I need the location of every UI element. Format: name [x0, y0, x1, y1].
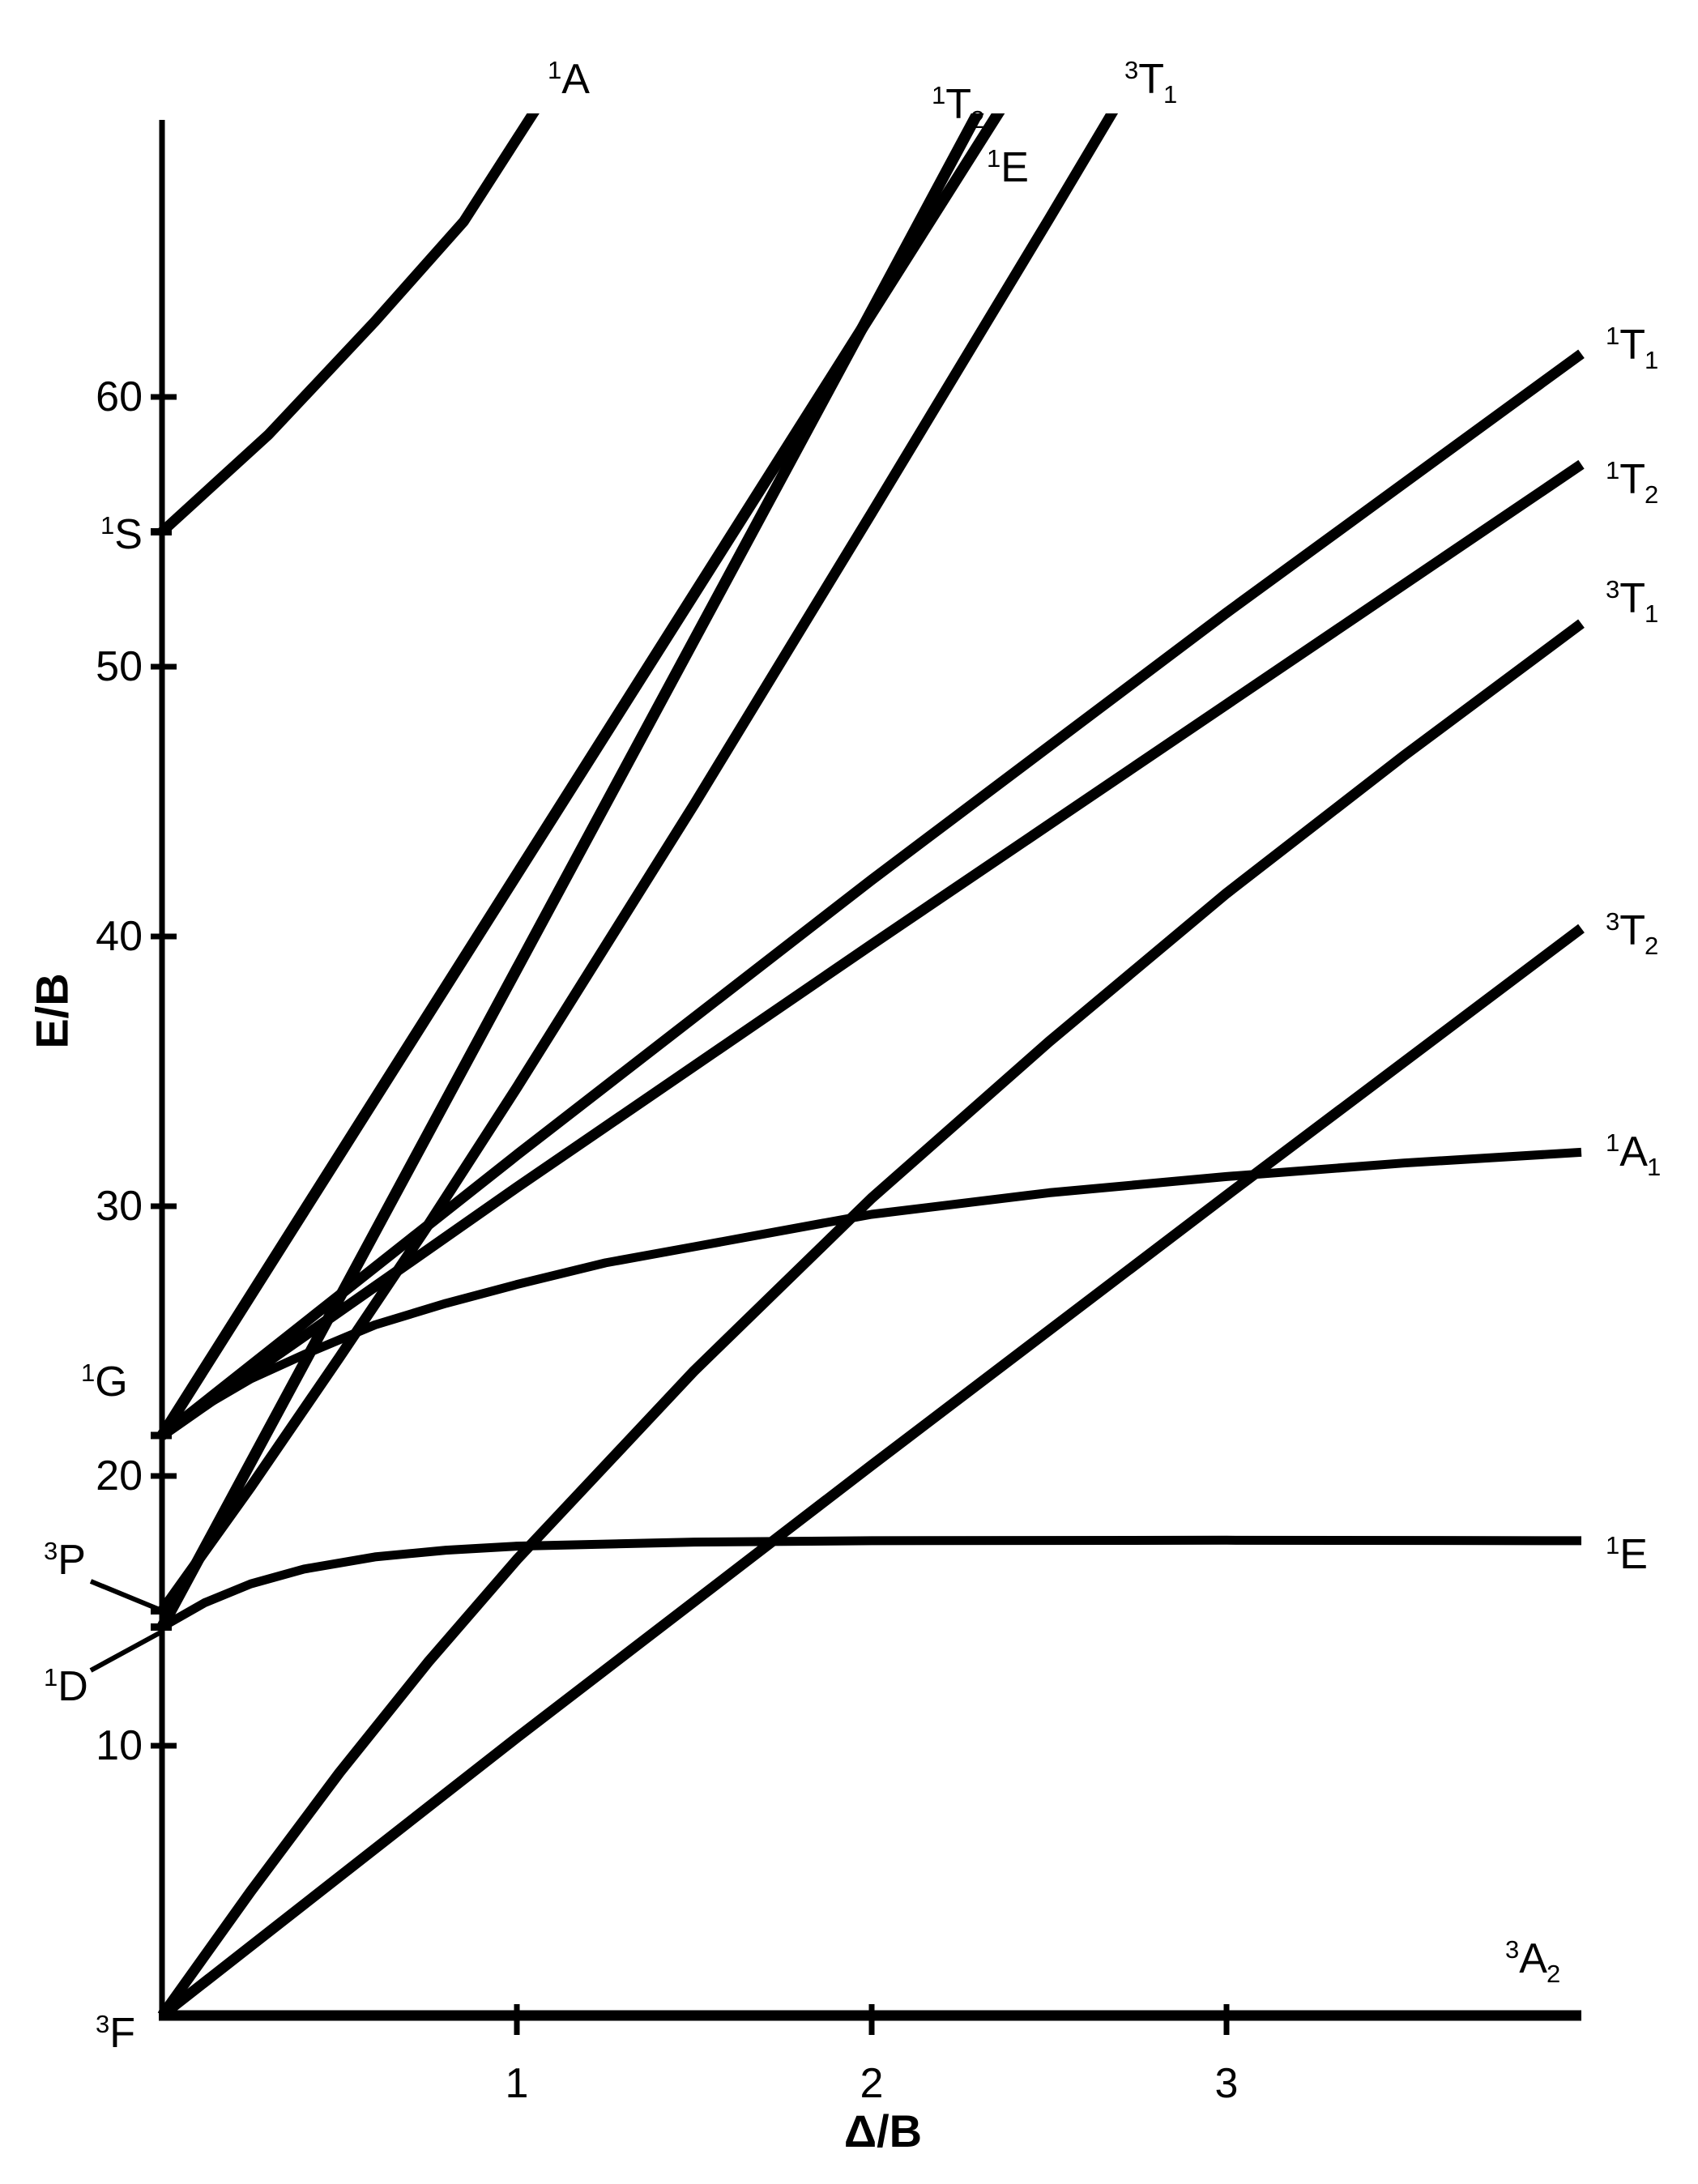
term-label-left-1S: 1S	[100, 511, 143, 558]
term-label-letter: T	[1138, 56, 1165, 103]
x-tick-label-2: 2	[860, 2060, 884, 2107]
curve-3T2	[158, 924, 1585, 2020]
term-label-top-3T1: 3T1	[1124, 56, 1177, 107]
term-label-sup: 1	[1606, 322, 1620, 350]
term-label-letter: A	[1519, 1935, 1547, 1982]
term-label-letter: G	[95, 1359, 128, 1406]
term-label-letter: T	[1619, 322, 1646, 369]
y-tick-label-10: 10	[96, 1722, 143, 1769]
term-label-sub: 1	[1645, 346, 1659, 374]
term-label-sup: 1	[44, 1663, 58, 1691]
term-label-sup: 1	[1606, 1531, 1620, 1559]
term-label-sup: 3	[1606, 907, 1620, 936]
term-label-letter: P	[58, 1537, 86, 1584]
curve-1E_D	[160, 1535, 1582, 1632]
term-label-sup: 3	[1124, 56, 1139, 84]
x-axis-title: Δ/B	[843, 2105, 923, 2156]
term-label-sup: 1	[1606, 456, 1620, 484]
term-label-sup: 1	[1606, 1128, 1620, 1157]
curve-1A1_S	[158, 113, 540, 536]
term-label-letter: A	[561, 56, 590, 103]
term-label-letter: T	[945, 81, 972, 128]
term-label-top-1T2: 1T2	[932, 81, 984, 132]
term-label-left-1G: 1G	[81, 1359, 128, 1406]
x-tick-label-1: 1	[505, 2060, 529, 2107]
term-label-top-1E: 1E	[987, 144, 1029, 191]
term-label-sup: 1	[548, 56, 562, 84]
term-label-letter: A	[1619, 1128, 1648, 1175]
term-label-sub: 2	[1546, 1960, 1561, 1988]
term-label-letter: E	[1619, 1531, 1648, 1578]
term-label-letter: T	[1619, 907, 1646, 954]
term-label-sup: 1	[81, 1359, 96, 1387]
term-label-letter: D	[58, 1663, 88, 1710]
term-label-sub: 2	[971, 105, 985, 134]
term-label-sup: 1	[100, 511, 115, 540]
y-tick-label-50: 50	[96, 643, 143, 690]
term-label-sup: 3	[1505, 1935, 1520, 1964]
term-label-sup: 1	[932, 81, 946, 109]
curve-3T1_F	[157, 619, 1585, 2019]
term-label-sup: 1	[987, 144, 1001, 173]
y-axis-title: E/B	[26, 973, 78, 1049]
term-label-left-3P: 3P	[44, 1537, 86, 1584]
term-label-top-1A: 1A	[548, 58, 590, 100]
y-tick-label-40: 40	[96, 913, 143, 960]
term-label-sub: 1	[1163, 80, 1178, 109]
curve-1E_G	[157, 113, 1005, 1439]
term-label-letter: T	[1619, 575, 1646, 622]
3P-pointer	[89, 1579, 165, 1614]
term-label-right-1T1: 1T1	[1606, 322, 1658, 373]
curve-3T1_P	[157, 113, 1119, 1615]
term-label-letter: S	[114, 511, 143, 558]
term-label-right-1E: 1E	[1606, 1533, 1648, 1576]
term-label-letter: E	[1000, 144, 1029, 191]
term-label-right-3A2: 3A2	[1505, 1935, 1560, 1986]
term-label-left-1D: 1D	[44, 1663, 88, 1710]
term-label-right-3T1: 3T1	[1606, 575, 1658, 626]
term-label-sub: 2	[1645, 932, 1659, 960]
curve-1A1_G	[159, 1147, 1582, 1440]
term-label-sup: 3	[96, 2010, 110, 2038]
y-tick-label-30: 30	[96, 1183, 143, 1230]
term-label-left-3F: 3F	[96, 2010, 136, 2057]
term-label-letter: F	[109, 2010, 136, 2057]
curve-1T2_G	[159, 459, 1585, 1440]
1D-pointer	[89, 1628, 165, 1673]
curve-1T1_G	[158, 349, 1585, 1440]
y-tick-label-20: 20	[96, 1452, 143, 1499]
term-label-sub: 2	[1645, 480, 1659, 509]
term-label-sub: 1	[1646, 1153, 1662, 1181]
term-label-right-3T2: 3T2	[1606, 907, 1658, 958]
x-tick-label-3: 3	[1214, 2060, 1239, 2107]
y-tick-label-60: 60	[96, 373, 143, 420]
term-label-sup: 3	[44, 1537, 58, 1565]
term-label-right-1T2: 1T2	[1606, 456, 1658, 507]
term-label-sup: 3	[1606, 575, 1620, 604]
term-label-right-1A1: 1A1	[1606, 1128, 1661, 1179]
term-label-letter: T	[1619, 456, 1646, 503]
term-label-sub: 1	[1645, 599, 1659, 628]
